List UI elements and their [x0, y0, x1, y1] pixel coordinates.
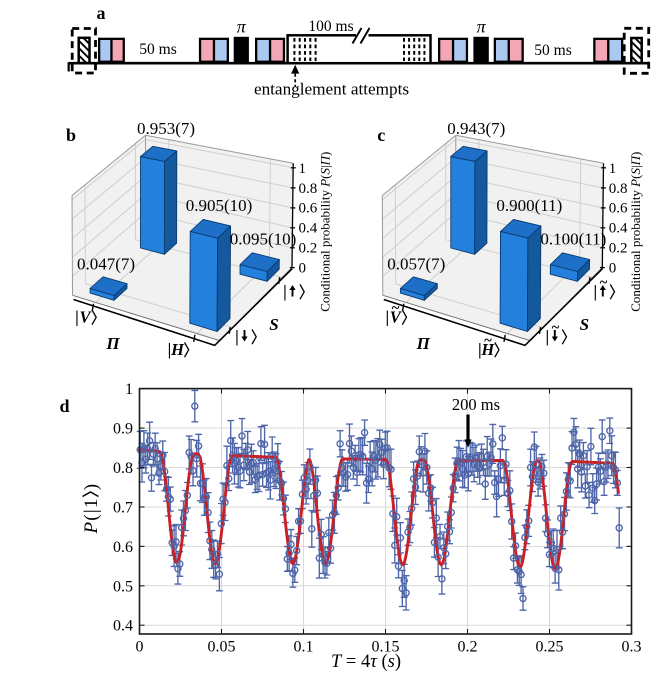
svg-text:0.905(10): 0.905(10): [186, 196, 253, 215]
svg-text:0.6: 0.6: [299, 201, 318, 217]
svg-text:50 ms: 50 ms: [139, 41, 176, 58]
svg-text:0.095(10): 0.095(10): [230, 230, 297, 249]
svg-text:1: 1: [125, 381, 133, 398]
svg-text:|: |: [235, 327, 239, 346]
svg-text:~: ~: [484, 333, 492, 349]
svg-text:0.1: 0.1: [294, 639, 314, 656]
svg-text:0.047(7): 0.047(7): [77, 255, 135, 274]
svg-text:0.900(11): 0.900(11): [496, 196, 562, 215]
svg-text:0.05: 0.05: [208, 639, 236, 656]
svg-text:1: 1: [299, 161, 307, 177]
svg-text:0.7: 0.7: [113, 500, 133, 517]
svg-text:0: 0: [299, 261, 307, 277]
svg-text:0.9: 0.9: [113, 421, 133, 438]
svg-text:|: |: [593, 282, 597, 301]
svg-text:π: π: [477, 17, 487, 37]
svg-text:|: |: [283, 282, 287, 301]
svg-text:0: 0: [136, 639, 144, 656]
svg-text:~: ~: [552, 320, 560, 336]
svg-text:0.4: 0.4: [113, 618, 133, 635]
svg-text:0: 0: [609, 261, 617, 277]
svg-text:entanglement attempts: entanglement attempts: [254, 80, 409, 99]
svg-text:S: S: [269, 315, 278, 334]
svg-text:0.8: 0.8: [299, 181, 318, 197]
svg-text:Conditional probability P(S|Π): Conditional probability P(S|Π): [628, 152, 643, 312]
svg-text:0.4: 0.4: [299, 221, 318, 237]
svg-text:0.953(7): 0.953(7): [137, 119, 195, 138]
svg-text:|: |: [385, 308, 389, 327]
svg-text:50 ms: 50 ms: [534, 42, 571, 59]
svg-text:b: b: [66, 125, 76, 145]
svg-text:0.8: 0.8: [113, 460, 133, 477]
svg-text:0.6: 0.6: [609, 201, 628, 217]
svg-text:0.057(7): 0.057(7): [387, 255, 445, 274]
svg-text:0.100(11): 0.100(11): [540, 230, 606, 249]
svg-text:0.5: 0.5: [113, 578, 133, 595]
svg-text:0.25: 0.25: [536, 639, 564, 656]
svg-text:c: c: [377, 125, 385, 145]
svg-text:0.3: 0.3: [622, 639, 642, 656]
svg-text:P(|1: P(|1: [81, 497, 102, 534]
svg-text:Π: Π: [105, 334, 120, 353]
svg-text:100 ms: 100 ms: [308, 18, 353, 35]
svg-text:d: d: [59, 396, 69, 416]
svg-text:~: ~: [392, 301, 400, 317]
svg-text:200 ms: 200 ms: [452, 395, 500, 414]
svg-text:0.4: 0.4: [609, 221, 628, 237]
svg-text:|: |: [545, 327, 549, 346]
svg-text:0.943(7): 0.943(7): [447, 119, 505, 138]
svg-text:): ): [81, 484, 102, 490]
svg-text:Conditional probability P(S|Π): Conditional probability P(S|Π): [318, 152, 333, 312]
svg-text:0.2: 0.2: [458, 639, 478, 656]
svg-text:0.2: 0.2: [299, 241, 318, 257]
svg-text:1: 1: [609, 161, 617, 177]
svg-text:H: H: [170, 340, 185, 359]
svg-text:0.6: 0.6: [113, 539, 133, 556]
svg-text:π: π: [237, 17, 247, 37]
svg-text:T = 4τ (s): T = 4τ (s): [331, 652, 401, 672]
svg-text:0.8: 0.8: [609, 181, 628, 197]
svg-text:0.2: 0.2: [609, 241, 628, 257]
svg-text:|: |: [75, 308, 79, 327]
svg-text:~: ~: [600, 275, 608, 291]
svg-text:S: S: [580, 315, 589, 334]
svg-text:Π: Π: [416, 334, 431, 353]
svg-text:a: a: [97, 3, 106, 23]
